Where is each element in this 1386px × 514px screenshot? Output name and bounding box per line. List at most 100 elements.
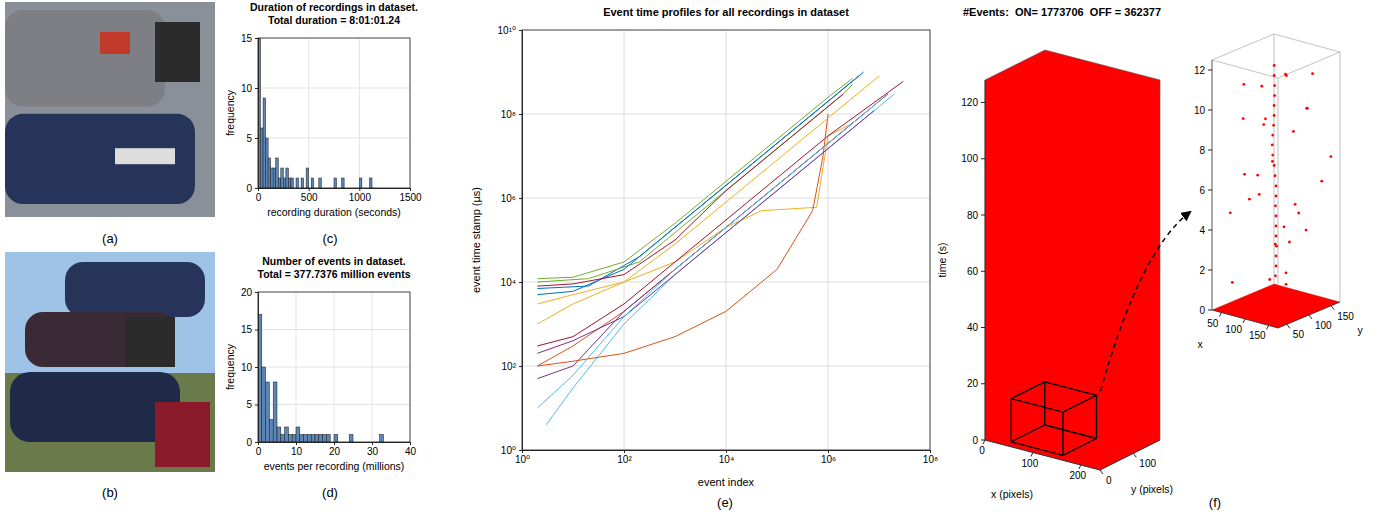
tick-label: 100 — [1225, 324, 1242, 335]
box-outline — [985, 50, 1160, 470]
bar — [319, 178, 322, 188]
bar — [281, 168, 284, 188]
tick: 15 — [241, 324, 258, 335]
event-point — [1273, 104, 1276, 107]
tick-mark — [255, 88, 258, 89]
event-point — [1294, 203, 1297, 206]
box-edge — [1340, 52, 1341, 302]
telescope-tube — [65, 262, 205, 317]
grid-line — [522, 366, 930, 367]
series-line — [537, 76, 858, 295]
tick-label: 4 — [1199, 225, 1205, 236]
box-edge — [1274, 34, 1340, 52]
bar — [291, 178, 294, 188]
bar — [326, 435, 330, 443]
bar — [292, 435, 296, 443]
tick: 5 — [246, 399, 258, 410]
telescope-tube — [25, 312, 175, 367]
event-point — [1242, 83, 1245, 86]
event-point — [1288, 241, 1291, 244]
bar — [323, 435, 327, 443]
grid-line — [522, 114, 930, 115]
tick-mark — [519, 450, 522, 451]
tick-label: 500 — [301, 192, 318, 203]
tick-mark — [255, 188, 258, 189]
axis-title: x — [1197, 338, 1203, 350]
plot-frame — [522, 30, 930, 450]
tick-mark — [1208, 230, 1212, 231]
tick-mark — [372, 442, 373, 445]
tick-label: 10⁰ — [515, 454, 530, 465]
tick: 10 — [291, 442, 303, 457]
axis-line — [259, 443, 411, 446]
zoom-box-edge — [1044, 382, 1045, 425]
zoom-box-edge — [1063, 439, 1097, 456]
tick: 1500 — [399, 188, 422, 203]
scatter3d-panel: 01002000100020406080100120#Events: ON= 1… — [936, 6, 1190, 500]
event-point — [1274, 204, 1277, 207]
tick-mark — [255, 138, 258, 139]
event-point — [1273, 94, 1276, 97]
tick: 20 — [241, 287, 258, 298]
zoom-box-edge — [1011, 425, 1045, 442]
tick-mark — [255, 38, 258, 39]
tick-label: 10 — [291, 446, 303, 457]
axis-line — [523, 451, 931, 454]
bar — [266, 382, 270, 442]
tick: 10² — [617, 450, 632, 465]
panel-label: (c) — [322, 231, 337, 246]
event-point — [1262, 123, 1265, 126]
axis-line — [255, 39, 259, 189]
tick-mark — [410, 442, 411, 445]
tick: 0 — [246, 437, 258, 448]
event-point — [1231, 281, 1234, 284]
event-point — [1264, 117, 1267, 120]
tick: 0 — [256, 442, 262, 457]
zoom-box-edge — [1011, 382, 1045, 399]
tick: 10² — [502, 361, 522, 372]
tick-label: 20 — [967, 378, 979, 389]
zoom-box-edge — [1045, 382, 1097, 396]
event-point — [1297, 212, 1300, 215]
tick: 10⁶ — [501, 193, 522, 204]
panel-label: (b) — [102, 485, 118, 500]
axis-line — [985, 440, 1100, 470]
tick: 10⁸ — [501, 109, 522, 120]
tick-mark — [1267, 325, 1269, 329]
box-edge — [1212, 60, 1278, 78]
tick-label: 1500 — [399, 192, 422, 203]
tick-label: 50 — [1207, 318, 1219, 329]
tick: 10⁰ — [501, 445, 522, 456]
plot-background — [522, 30, 930, 450]
tick-label: 20 — [329, 446, 341, 457]
tick-mark — [1287, 324, 1290, 328]
tick-label: 200 — [1069, 470, 1086, 481]
panel-label: (a) — [102, 231, 118, 246]
axis-title: event time stamp (µs) — [470, 187, 482, 293]
tick-label: 100 — [1139, 458, 1156, 469]
plot-frame — [258, 292, 410, 442]
tick-mark — [1208, 310, 1212, 311]
axis-title: recording duration (seconds) — [267, 206, 401, 218]
tick-label: 10 — [241, 362, 253, 373]
tick-mark — [519, 198, 522, 199]
label-plate — [115, 148, 175, 164]
event-point — [1275, 225, 1278, 228]
bar — [300, 435, 304, 443]
series-line — [546, 94, 894, 425]
tick-mark — [1208, 190, 1212, 191]
grid-line — [258, 138, 410, 139]
grid-line — [359, 38, 360, 188]
event-point — [1248, 198, 1251, 201]
tick-mark — [1331, 306, 1334, 310]
grid-line — [258, 404, 410, 405]
tick-mark — [334, 442, 335, 445]
grid-line — [828, 30, 829, 450]
bar — [263, 98, 266, 188]
tick-mark — [519, 282, 522, 283]
event-point — [1273, 84, 1276, 87]
telescope-tube — [5, 10, 165, 107]
tick-mark — [255, 330, 258, 331]
tick-label: 10⁴ — [501, 277, 516, 288]
bar — [311, 178, 314, 188]
